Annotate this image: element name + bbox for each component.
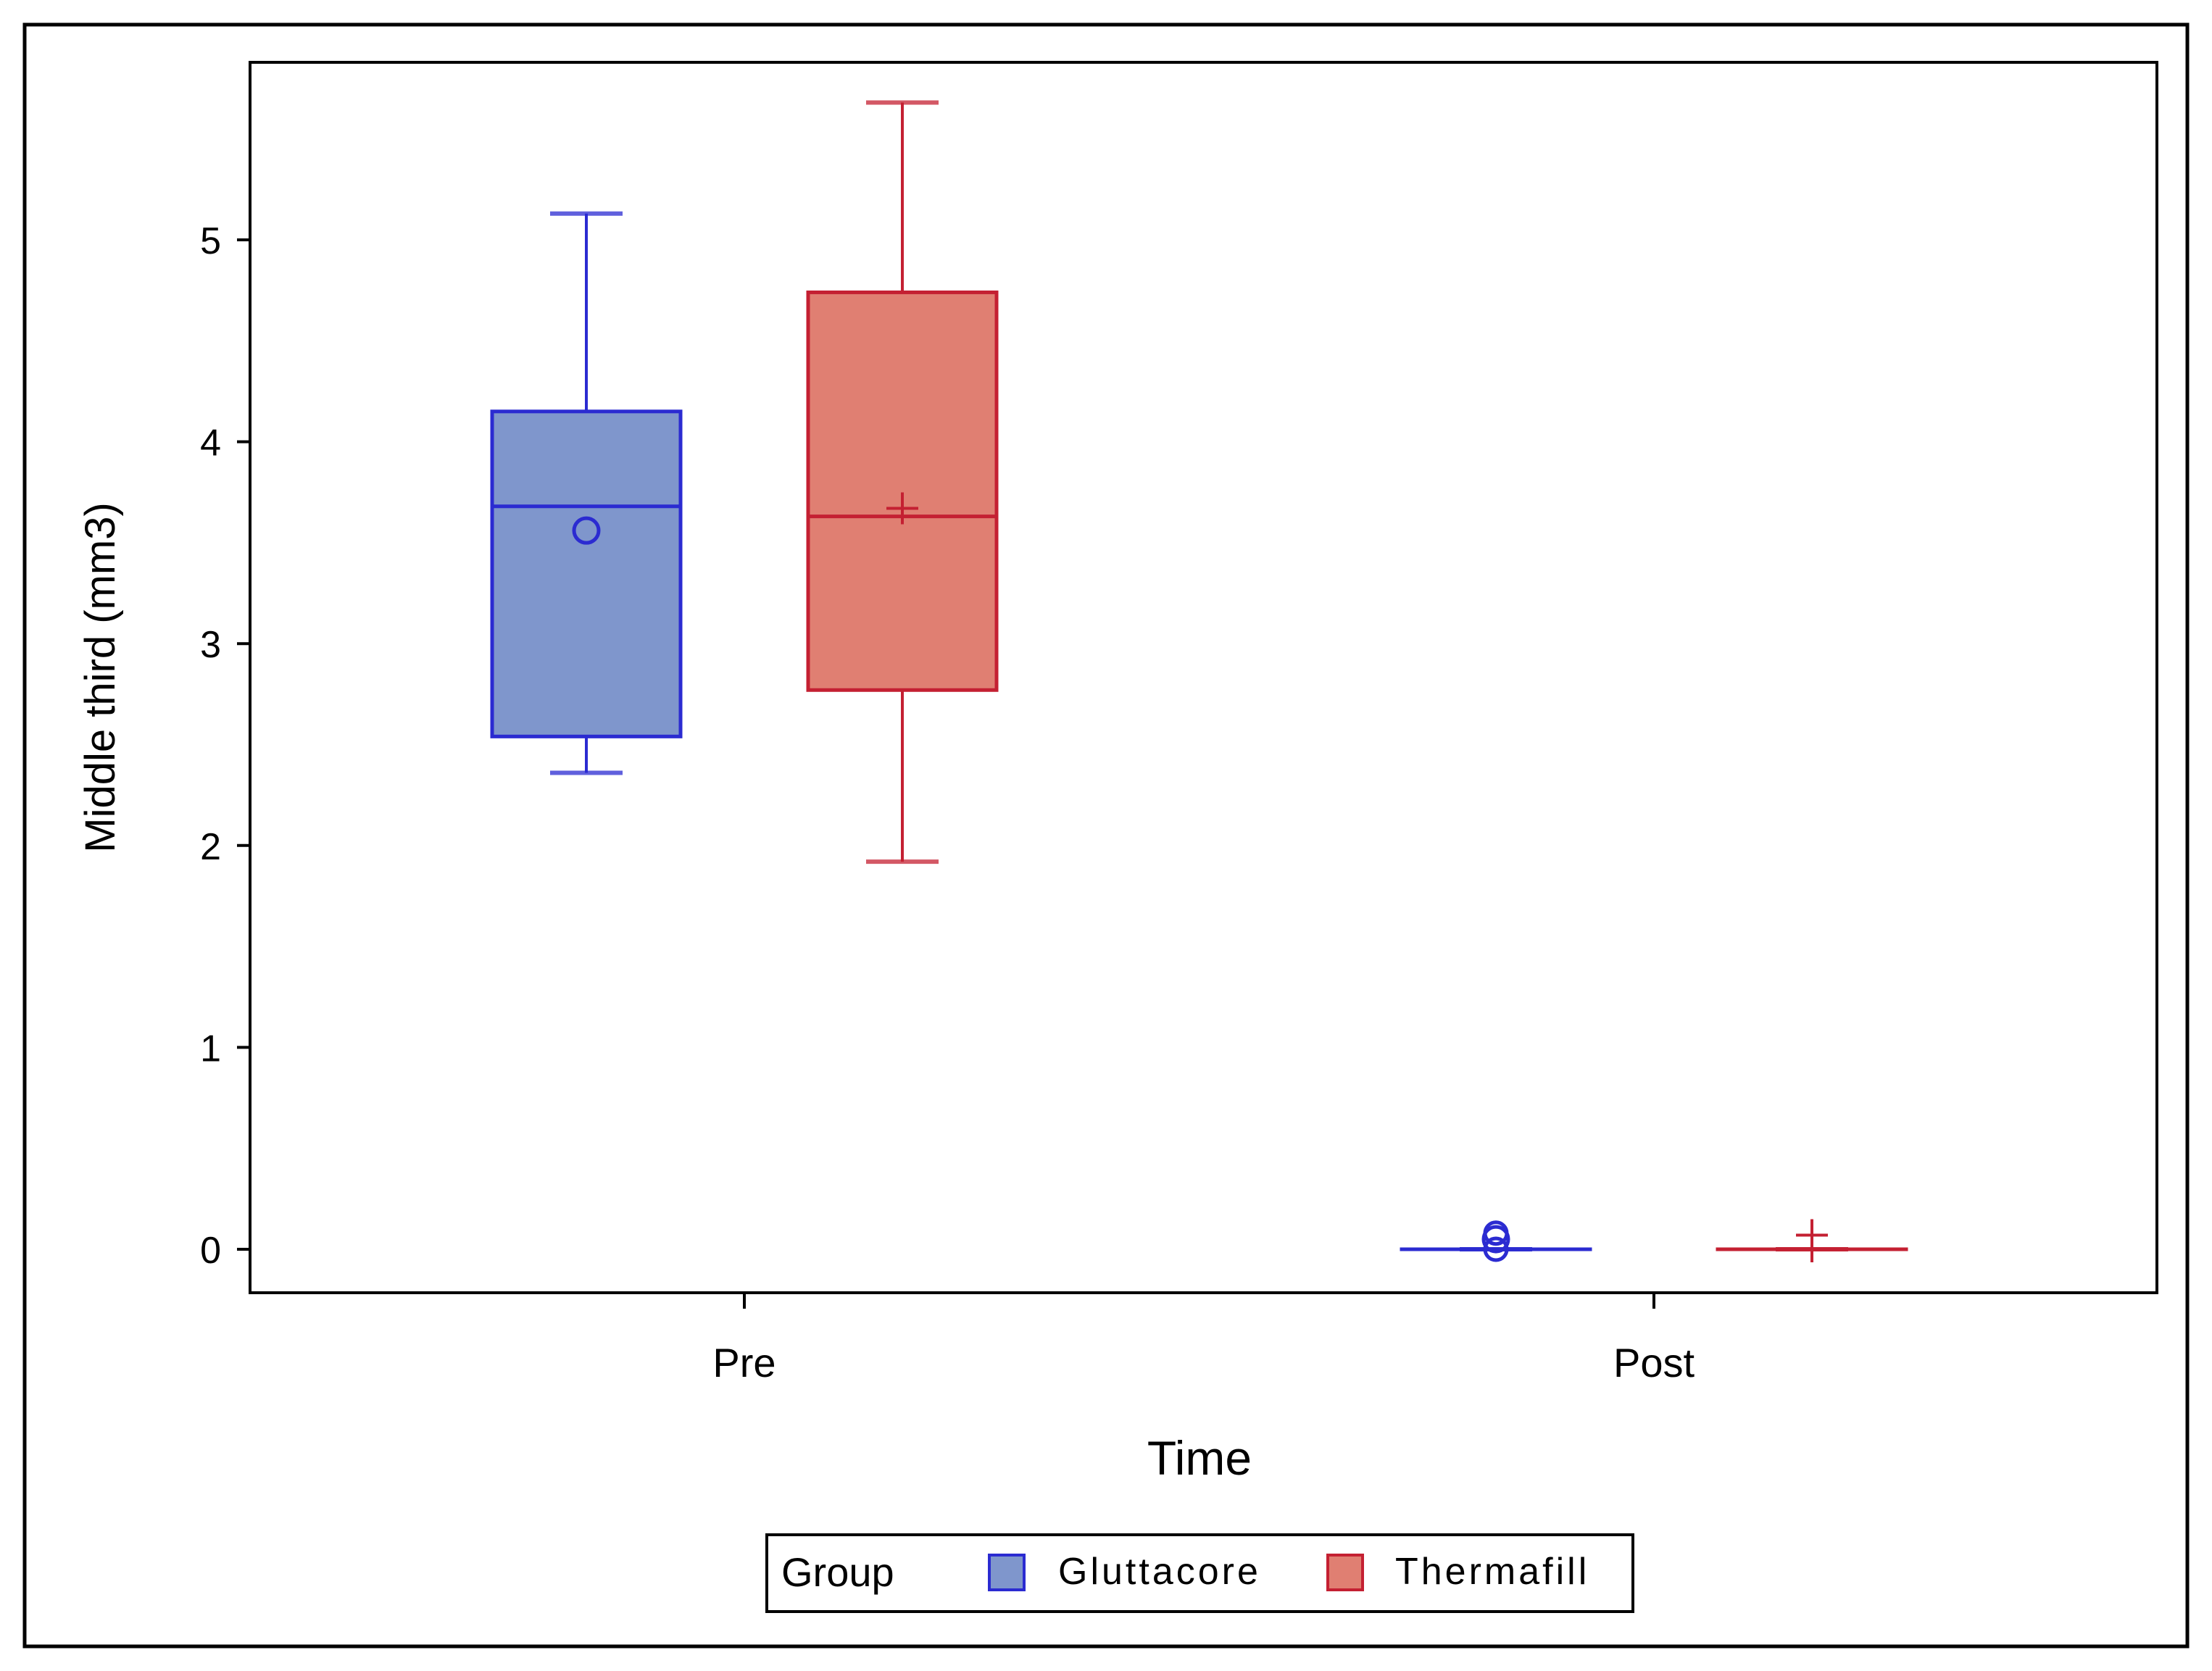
plot-area	[249, 61, 2158, 1294]
x-tick-label: Post	[1613, 1340, 1695, 1385]
boxes-layer	[490, 100, 1908, 1262]
y-tick-label: 1	[200, 1028, 221, 1070]
x-tick-label: Pre	[712, 1340, 776, 1385]
mean-marker	[1796, 1219, 1828, 1251]
y-axis: 0 1 2 3 4 5	[200, 220, 250, 1272]
mean-marker	[1481, 1225, 1510, 1254]
mean-marker	[886, 492, 918, 525]
y-tick-label: 0	[200, 1230, 221, 1272]
figure-border	[22, 22, 2190, 1649]
y-axis-label: Middle third (mm3)	[77, 502, 124, 852]
outlier-point	[1483, 1236, 1509, 1262]
legend-label-thermafill: Thermafill	[1395, 1551, 1589, 1593]
legend: Group Gluttacore Thermafill	[765, 1533, 1634, 1613]
box-thermafill-pre	[806, 100, 999, 864]
legend-frame	[765, 1533, 1634, 1613]
x-axis: Pre Post	[712, 1293, 1695, 1385]
x-axis-label: Time	[1147, 1431, 1252, 1485]
y-tick-label: 5	[200, 220, 221, 262]
y-tick-label: 4	[200, 422, 221, 464]
box-gluttacore-pre	[490, 211, 683, 775]
legend-swatch-gluttacore	[988, 1554, 1026, 1591]
y-tick-label: 2	[200, 826, 221, 868]
box-body	[490, 409, 683, 738]
box-thermafill-post	[1716, 1219, 1908, 1262]
box-gluttacore-post	[1400, 1220, 1592, 1262]
legend-swatch-thermafill	[1326, 1554, 1364, 1591]
mean-marker	[572, 516, 601, 545]
y-tick-label: 3	[200, 624, 221, 666]
box-body	[806, 290, 999, 692]
legend-title: Group	[781, 1549, 894, 1595]
legend-label-gluttacore: Gluttacore	[1058, 1551, 1261, 1593]
